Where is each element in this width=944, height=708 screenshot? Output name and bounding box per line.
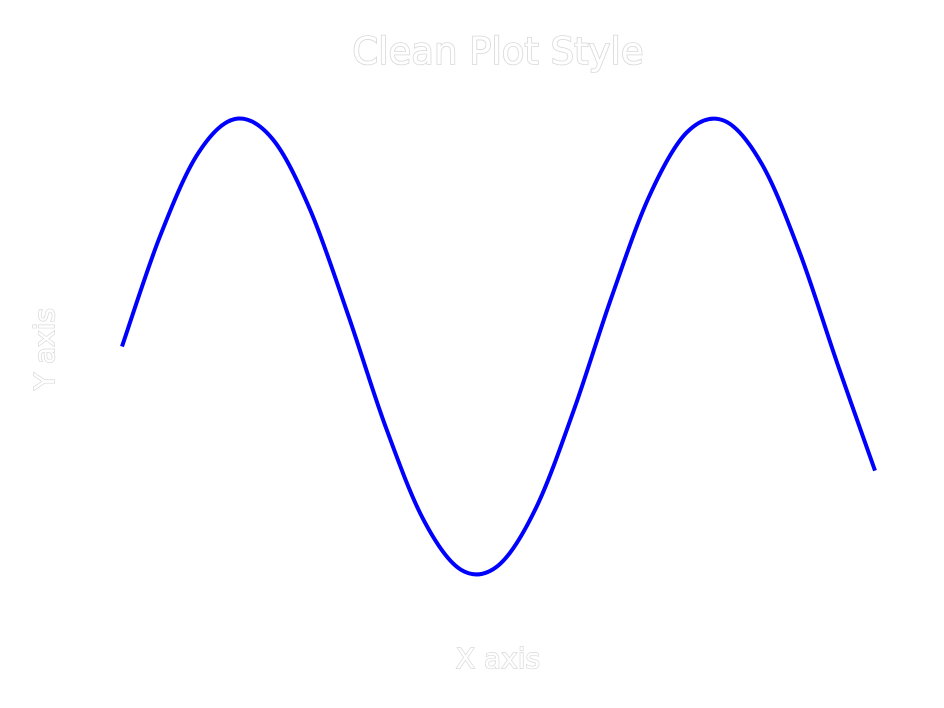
x-axis-label: X axis [456, 642, 540, 675]
chart-title: Clean Plot Style [352, 30, 643, 73]
series-layer [120, 116, 877, 577]
y-axis-label: Y axis [28, 308, 61, 391]
series-line-1 [120, 116, 877, 577]
